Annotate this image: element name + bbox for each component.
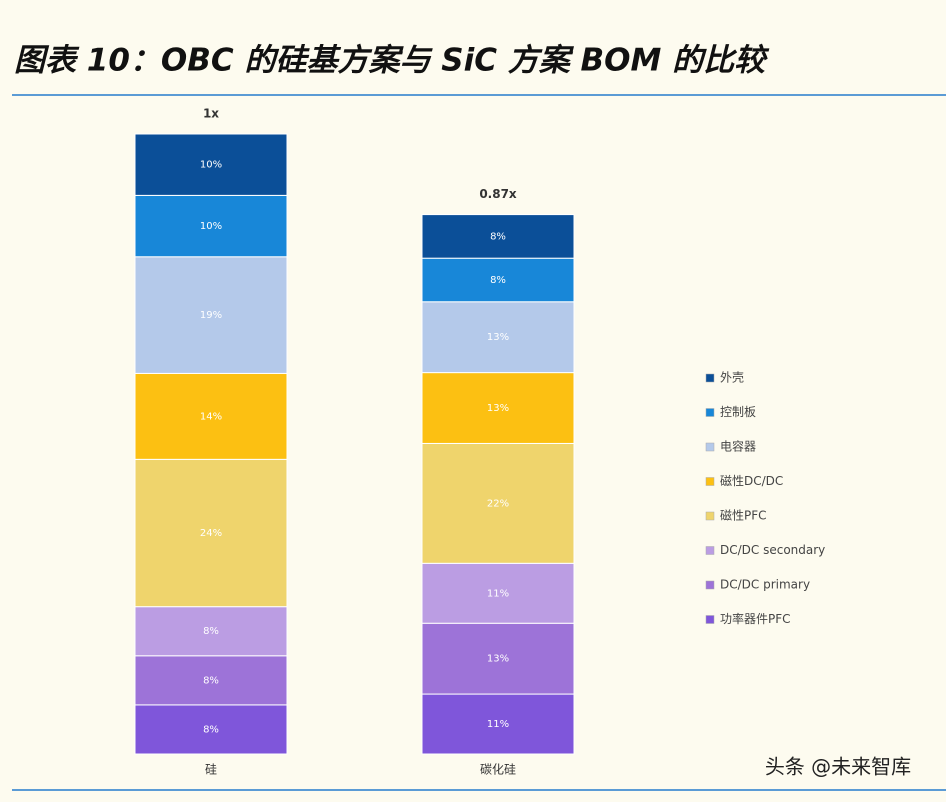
bar-segment bbox=[134, 194, 288, 258]
bar-segment bbox=[421, 562, 575, 624]
bar-segment bbox=[134, 704, 288, 755]
bar-segment bbox=[421, 301, 575, 374]
legend-label: 电容器 bbox=[720, 439, 756, 454]
legend-label: 磁性DC/DC bbox=[720, 473, 783, 488]
bar-segment bbox=[134, 372, 288, 460]
segment-label: 8% bbox=[490, 275, 506, 286]
legend-swatch bbox=[705, 477, 715, 486]
legend-label: 功率器件PFC bbox=[720, 611, 791, 626]
bar-segment bbox=[421, 693, 575, 755]
legend-label: 磁性PFC bbox=[720, 508, 767, 523]
segment-label: 14% bbox=[200, 411, 222, 422]
bar-segment bbox=[421, 372, 575, 444]
x-tick-label: 碳化硅 bbox=[480, 763, 516, 777]
legend-swatch bbox=[705, 442, 715, 452]
segment-label: 8% bbox=[203, 675, 219, 686]
bar-segment bbox=[134, 256, 288, 374]
segment-label: 19% bbox=[200, 310, 222, 321]
legend-label: DC/DC secondary bbox=[720, 543, 825, 557]
watermark: 头条 @未来智库 bbox=[765, 755, 911, 779]
segment-label: 11% bbox=[487, 588, 509, 599]
legend-label: 外壳 bbox=[720, 371, 744, 385]
legend-swatch bbox=[705, 373, 715, 383]
segment-label: 13% bbox=[487, 654, 509, 665]
segment-label: 8% bbox=[203, 626, 219, 637]
legend-label: DC/DC primary bbox=[720, 578, 810, 592]
bar-segment bbox=[134, 606, 288, 657]
bar-segment bbox=[134, 133, 288, 196]
total-label: 0.87x bbox=[479, 187, 517, 201]
legend-label: 控制板 bbox=[720, 405, 756, 419]
segment-label: 13% bbox=[487, 403, 509, 414]
legend-swatch bbox=[705, 615, 715, 624]
bar-segment bbox=[134, 458, 288, 608]
legend-swatch bbox=[705, 580, 715, 590]
bar-segment bbox=[421, 214, 575, 259]
legend-swatch bbox=[705, 408, 715, 417]
x-tick-label: 硅 bbox=[205, 763, 217, 777]
legend-swatch bbox=[705, 511, 715, 521]
segment-label: 24% bbox=[200, 528, 222, 539]
segment-label: 10% bbox=[200, 160, 222, 171]
bar-segment bbox=[421, 442, 575, 564]
bar-segment bbox=[421, 257, 575, 303]
chart-title: 图表 10：OBC 的硅基方案与 SiC 方案 BOM 的比较 bbox=[14, 43, 770, 79]
total-label: 1x bbox=[203, 107, 219, 121]
segment-label: 13% bbox=[487, 332, 509, 343]
segment-label: 10% bbox=[200, 221, 222, 232]
segment-label: 8% bbox=[203, 724, 219, 735]
legend-swatch bbox=[705, 546, 715, 555]
segment-label: 22% bbox=[487, 498, 509, 509]
segment-label: 8% bbox=[490, 231, 506, 242]
segment-label: 11% bbox=[487, 719, 509, 730]
